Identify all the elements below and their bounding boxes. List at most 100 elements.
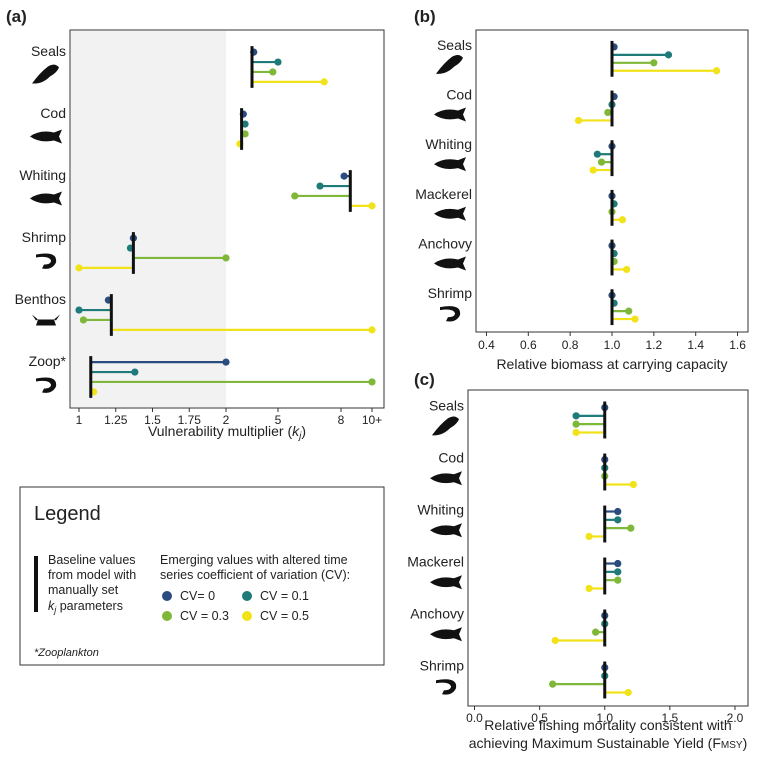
legend-baseline-line2: from model with [48, 568, 136, 582]
category-cod-icon [430, 471, 462, 486]
category-label-seals: Seals [429, 398, 464, 414]
legend-cv01-label: CV = 0.1 [260, 589, 309, 603]
point-anchovy-cv05 [551, 636, 559, 645]
category-label-whiting: Whiting [417, 502, 464, 518]
x-tick-label: 1.6 [729, 338, 746, 352]
point-anchovy-cv05 [623, 265, 631, 274]
panel-b-xlabel: Relative biomass at carrying capacity [496, 356, 727, 372]
x-tick-label: 0.5 [531, 711, 548, 725]
category-benthos-icon [32, 314, 60, 326]
point-seals-cv05 [713, 67, 721, 75]
x-tick-label: 1.25 [104, 413, 128, 427]
point-whiting-cv01 [316, 182, 324, 190]
legend-emerging-line1: Emerging values with altered time [160, 553, 348, 567]
x-tick-label: 1.0 [596, 711, 613, 725]
point-seals-cv03 [572, 420, 580, 428]
category-label-mackerel: Mackerel [415, 186, 472, 202]
panel-b-plot: 0.4 0.6 0.8 1.0 1.2 1.4 1.6 Seals Cod Whiting Mack… [415, 37, 746, 352]
category-whiting-icon [434, 157, 466, 172]
point-whiting-cv01 [593, 150, 601, 158]
point-cod-cv05 [629, 480, 637, 489]
category-anchovy-icon [434, 256, 466, 271]
point-whiting-cv0 [614, 507, 622, 516]
category-label-shrimp: Shrimp [22, 229, 67, 245]
point-mackerel-cv0 [614, 559, 622, 568]
x-tick-label: 2 [223, 413, 230, 427]
category-label-cod: Cod [438, 450, 464, 466]
point-zoop-cv0 [222, 358, 230, 366]
legend-emerging-line2: series coefficient of variation (CV): [160, 568, 350, 582]
legend-title: Legend [34, 503, 101, 525]
category-label-cod: Cod [40, 105, 66, 121]
x-tick-label: 10+ [362, 413, 382, 427]
legend-baseline-line3: manually set [48, 583, 119, 597]
category-cod-icon [434, 107, 466, 122]
point-whiting-cv01 [614, 516, 622, 524]
category-label-shrimp: Shrimp [420, 658, 465, 674]
x-tick-label: 1.4 [687, 338, 704, 352]
x-tick-label: 1.5 [662, 711, 679, 725]
point-benthos-cv05 [368, 326, 376, 334]
category-label-seals: Seals [437, 37, 472, 53]
category-seals-icon [432, 416, 459, 436]
category-label-whiting: Whiting [19, 167, 66, 183]
category-shrimp-icon [36, 253, 57, 269]
category-label-whiting: Whiting [425, 136, 472, 152]
legend-cv05-swatch [242, 611, 252, 621]
x-tick-label: 5 [275, 413, 282, 427]
category-mackerel-icon [430, 575, 462, 590]
category-label-anchovy: Anchovy [410, 606, 464, 622]
x-tick-label: 0.4 [478, 338, 495, 352]
category-label-cod: Cod [446, 87, 472, 103]
point-whiting-cv0 [340, 172, 348, 180]
point-shrimp-cv05 [631, 315, 639, 323]
point-seals-cv01 [572, 412, 580, 420]
point-shrimp-cv03 [549, 680, 557, 688]
panel-c-frame [467, 389, 749, 707]
legend: Legend Baseline values from model with m… [19, 486, 385, 666]
point-benthos-cv01 [75, 306, 83, 314]
point-mackerel-cv01 [614, 568, 622, 576]
point-cod-cv05 [574, 116, 583, 125]
point-cod-cv01 [241, 120, 249, 128]
point-whiting-cv03 [627, 524, 635, 532]
point-seals-cv01 [664, 51, 673, 59]
legend-baseline-line1: Baseline values [48, 553, 136, 567]
panel-c-xlabel-line2: achieving Maximum Sustainable Yield (FMS… [469, 735, 747, 751]
panel-a-shaded-region [71, 31, 226, 407]
category-anchovy-icon [430, 627, 462, 642]
category-label-mackerel: Mackerel [407, 554, 464, 570]
x-tick-label: 0.8 [562, 338, 579, 352]
legend-cv05-label: CV = 0.5 [260, 609, 309, 623]
category-mackerel-icon [434, 206, 466, 221]
x-tick-label: 1.5 [144, 413, 161, 427]
x-tick-label: 1 [76, 413, 83, 427]
x-tick-label: 2.0 [727, 711, 744, 725]
point-seals-cv05 [572, 428, 580, 437]
category-zoop-icon [36, 377, 57, 393]
category-whiting-icon [30, 191, 62, 206]
category-label-benthos: Benthos [15, 291, 66, 307]
point-shrimp-cv03 [222, 254, 230, 262]
panel-a-label: (a) [6, 7, 27, 26]
point-zoop-cv01 [131, 368, 139, 376]
x-tick-label: 1.75 [178, 413, 202, 427]
category-seals-icon [32, 64, 59, 84]
point-seals-cv03 [269, 68, 277, 76]
point-seals-cv05 [320, 78, 328, 86]
point-whiting-cv03 [291, 192, 299, 200]
legend-footnote: *Zooplankton [34, 647, 99, 659]
point-seals-cv01 [274, 58, 282, 66]
panel-b-label: (b) [414, 7, 436, 26]
point-benthos-cv03 [79, 316, 88, 324]
point-shrimp-cv05 [624, 688, 632, 697]
category-whiting-icon [430, 523, 462, 538]
panel-a-plot: 1 1.25 1.5 1.75 2 5 8 10+ Seals Cod Whiting Shrimp B… [15, 43, 383, 427]
x-tick-label: 0.0 [466, 711, 483, 725]
point-cod-cv03 [604, 108, 612, 117]
panel-c-xlabel-line1: Relative fishing mortality consistent wi… [484, 717, 731, 733]
panel-c-label: (c) [414, 370, 435, 389]
point-whiting-cv05 [589, 166, 597, 174]
x-tick-label: 1.0 [604, 338, 621, 352]
